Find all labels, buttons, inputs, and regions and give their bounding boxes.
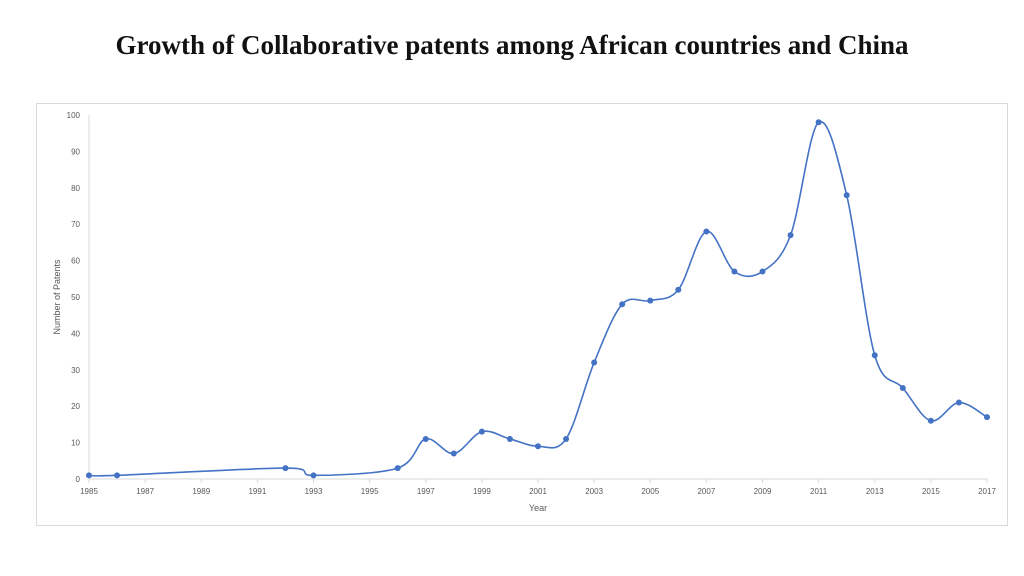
- x-tick-label: 2013: [866, 487, 884, 496]
- data-point: [563, 435, 570, 442]
- data-point: [422, 435, 429, 442]
- data-point: [114, 472, 121, 479]
- data-point: [984, 414, 990, 421]
- data-point: [86, 472, 92, 479]
- data-point: [815, 119, 822, 126]
- data-point: [759, 268, 766, 275]
- data-point: [450, 450, 457, 457]
- x-tick-label: 2005: [641, 487, 659, 496]
- data-point: [899, 385, 906, 391]
- data-point: [310, 472, 317, 479]
- x-tick-label: 2011: [810, 487, 828, 496]
- x-tick-label: 1989: [192, 487, 210, 496]
- y-tick-label: 30: [71, 366, 80, 375]
- data-point: [506, 435, 513, 442]
- data-point: [675, 286, 682, 293]
- data-point: [535, 443, 541, 450]
- x-tick-label: 1985: [80, 487, 98, 496]
- x-tick-label: 1991: [248, 487, 266, 496]
- x-tick-label: 2015: [922, 487, 940, 496]
- data-point: [647, 297, 654, 304]
- x-tick-label: 1993: [305, 487, 323, 496]
- y-tick-label: 70: [71, 220, 80, 229]
- data-point: [787, 232, 794, 239]
- x-tick-label: 1997: [417, 487, 435, 496]
- y-tick-label: 40: [71, 329, 80, 338]
- y-axis-title: Number of Patents: [52, 259, 62, 335]
- y-tick-label: 50: [71, 293, 80, 302]
- data-point: [703, 228, 710, 235]
- y-axis: 0 10 20 30 40 50 60 70 80 90 100: [67, 111, 90, 484]
- y-tick-label: 60: [71, 257, 80, 266]
- y-tick-label: 10: [71, 439, 80, 448]
- y-tick-label: 20: [71, 402, 80, 411]
- page-title: Growth of Collaborative patents among Af…: [115, 30, 909, 60]
- x-tick-label: 2009: [754, 487, 772, 496]
- x-tick-label: 1995: [361, 487, 379, 496]
- x-tick-label: 1987: [136, 487, 154, 496]
- x-tick-label: 2003: [585, 487, 603, 496]
- y-tick-label: 0: [76, 475, 81, 484]
- x-tick-label: 2007: [697, 487, 715, 496]
- data-point: [731, 268, 738, 275]
- data-point: [591, 359, 598, 366]
- data-point: [955, 399, 962, 406]
- x-axis: 1985 1987 1989 1991 1993 1995 1997 1999 2001 2003…: [80, 478, 996, 496]
- chart-frame: [36, 103, 1008, 526]
- data-point: [927, 417, 934, 424]
- x-tick-label: 2017: [978, 487, 996, 496]
- x-axis-title: Year: [529, 503, 547, 513]
- series-line: [88, 120, 988, 477]
- data-point: [282, 465, 289, 472]
- y-tick-label: 90: [71, 147, 80, 156]
- x-tick-label: 2001: [529, 487, 547, 496]
- data-point: [394, 465, 401, 472]
- y-tick-label: 80: [71, 184, 80, 193]
- data-point: [478, 428, 485, 435]
- series-group: [86, 119, 990, 479]
- x-tick-label: 1999: [473, 487, 491, 496]
- y-tick-label: 100: [67, 111, 81, 120]
- data-point: [871, 352, 878, 359]
- data-point: [843, 192, 850, 199]
- data-point: [619, 301, 626, 308]
